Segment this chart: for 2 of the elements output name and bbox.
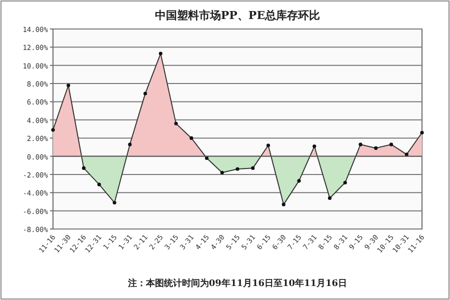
chart-title: 中国塑料市场PP、PE总库存环比 (154, 9, 320, 22)
text: 注：本图统计时间为09年11月16日至10年11月16日 (126, 278, 348, 289)
